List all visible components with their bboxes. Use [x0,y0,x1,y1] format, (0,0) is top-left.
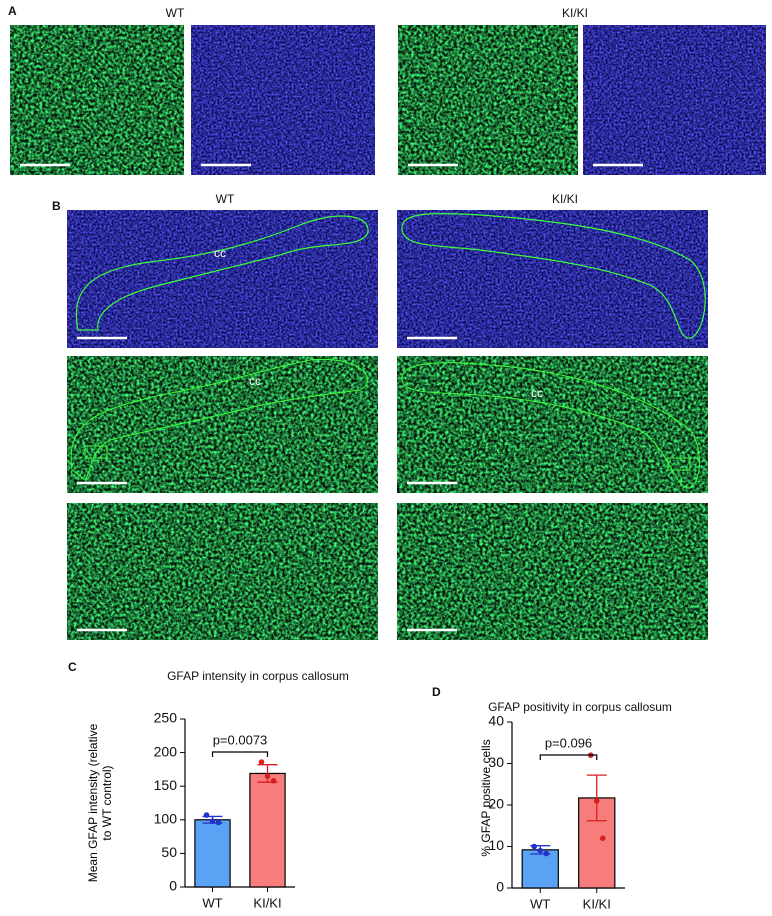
data-point [531,843,538,850]
y-tick-label: 100 [154,811,178,827]
panel-title: KI/KI [552,192,578,206]
data-point [203,812,210,818]
x-tick-label: WT [530,896,550,911]
micrograph-texture [67,356,378,493]
data-point [258,759,265,765]
data-point [209,818,216,824]
micrograph-texture [398,25,578,175]
cc-outline [70,358,369,481]
micrograph-texture [583,25,766,175]
micrograph-texture [397,356,708,493]
annotation: p=0.0073 [213,732,268,747]
cc-outline [401,212,706,339]
chart-title: GFAP intensity in corpus callosum [167,669,349,683]
y-tick-label: 30 [488,754,504,770]
panel-label: C [68,660,77,674]
panel-title: WT [166,6,185,20]
bar [521,849,559,889]
panel-label: B [52,199,61,213]
cc-label: cc [531,386,543,400]
data-point [537,847,544,854]
micrograph-texture [10,25,184,175]
data-point [264,773,271,779]
panel-title: WT [216,192,235,206]
data-point [593,798,600,804]
micrograph-texture [397,503,708,640]
cc-label: cc [214,246,226,260]
y-tick-label: 0 [496,879,504,895]
significance-bracket [539,754,598,760]
inset-box [667,457,691,471]
y-tick-label: 20 [488,796,504,812]
cc-outline [401,362,700,489]
chart-title: GFAP positivity in corpus callosum [488,700,672,714]
significance-bracket [211,751,269,757]
panel-label: A [8,4,17,18]
y-tick-label: 150 [154,777,178,793]
y-axis-label: % GFAP positive cells [479,739,493,857]
y-tick-label: 50 [161,844,177,860]
data-point [270,778,277,784]
micrograph-texture [397,210,708,348]
data-point [599,835,606,841]
y-tick-label: 200 [154,743,178,759]
y-tick-label: 10 [488,837,504,853]
micrographs [10,25,766,640]
y-tick-label: 40 [488,713,504,729]
data-point [215,819,222,826]
y-tick-label: 0 [169,878,177,894]
bar [194,819,231,888]
micrograph-texture [67,503,378,640]
data-point [543,850,550,857]
inset-box [84,445,108,459]
panel-label: D [432,685,441,699]
panel-title: KI/KI [562,6,588,20]
cc-outline [75,215,369,331]
x-tick-label: KI/KI [253,895,281,910]
y-tick-label: 250 [154,710,178,726]
annotation: p=0.096 [545,735,592,750]
micrograph-texture [191,25,375,175]
micrograph-texture [67,210,378,348]
bar [249,772,286,888]
x-tick-label: WT [202,895,222,910]
y-axis-label: Mean GFAP intensity (relative to WT cont… [86,723,114,883]
x-tick-label: KI/KI [583,896,611,911]
cc-label: cc [249,374,261,388]
